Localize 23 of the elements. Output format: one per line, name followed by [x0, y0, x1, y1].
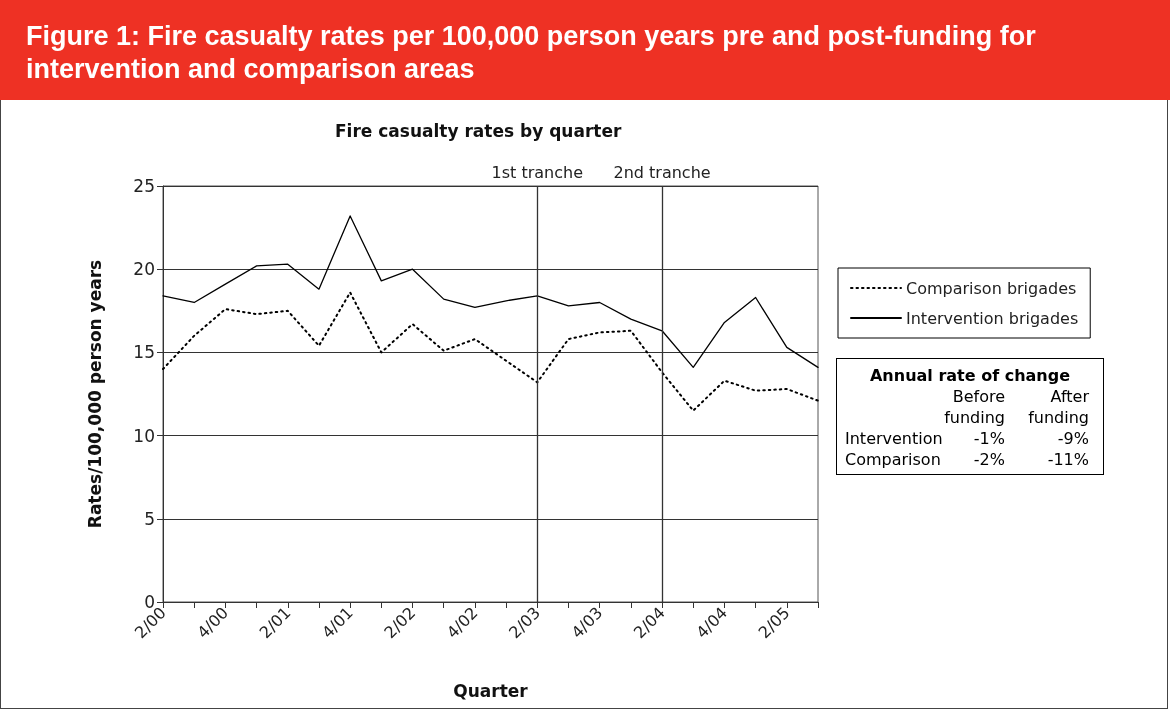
text: -1%: [972, 428, 1005, 449]
y-tick-label: 15: [133, 342, 155, 363]
text: -2%: [972, 449, 1005, 470]
ref-line-label: 2nd tranche: [613, 162, 711, 182]
y-tick-label: 0: [144, 592, 155, 612]
y-tick-label: 25: [133, 176, 155, 196]
y-tick-label: 5: [144, 508, 155, 529]
text: -9%: [1056, 428, 1089, 449]
text: Annual rate of change: [868, 365, 1072, 386]
chart-subtitle: Fire casualty rates by quarter: [335, 120, 622, 141]
text: -11%: [1046, 449, 1089, 470]
legend-label: Intervention brigades: [906, 308, 1079, 328]
text: Comparison: [845, 449, 942, 470]
y-axis-title: Rates/100,000 person years: [84, 259, 105, 529]
x-axis-title: Quarter: [453, 680, 529, 701]
ref-line-label: 1st tranche: [491, 162, 584, 182]
y-tick-label: 20: [133, 259, 155, 280]
text: Before funding: [943, 386, 1005, 428]
y-tick-label: 10: [133, 425, 155, 446]
chart-title: Figure 1: Fire casualty rates per 100,000 person years pre and post-funding for intervention and comparison areas: [0, 0, 1170, 100]
legend-label: Comparison brigades: [906, 278, 1077, 298]
text: After funding: [1027, 386, 1089, 428]
text: Intervention: [845, 428, 943, 449]
